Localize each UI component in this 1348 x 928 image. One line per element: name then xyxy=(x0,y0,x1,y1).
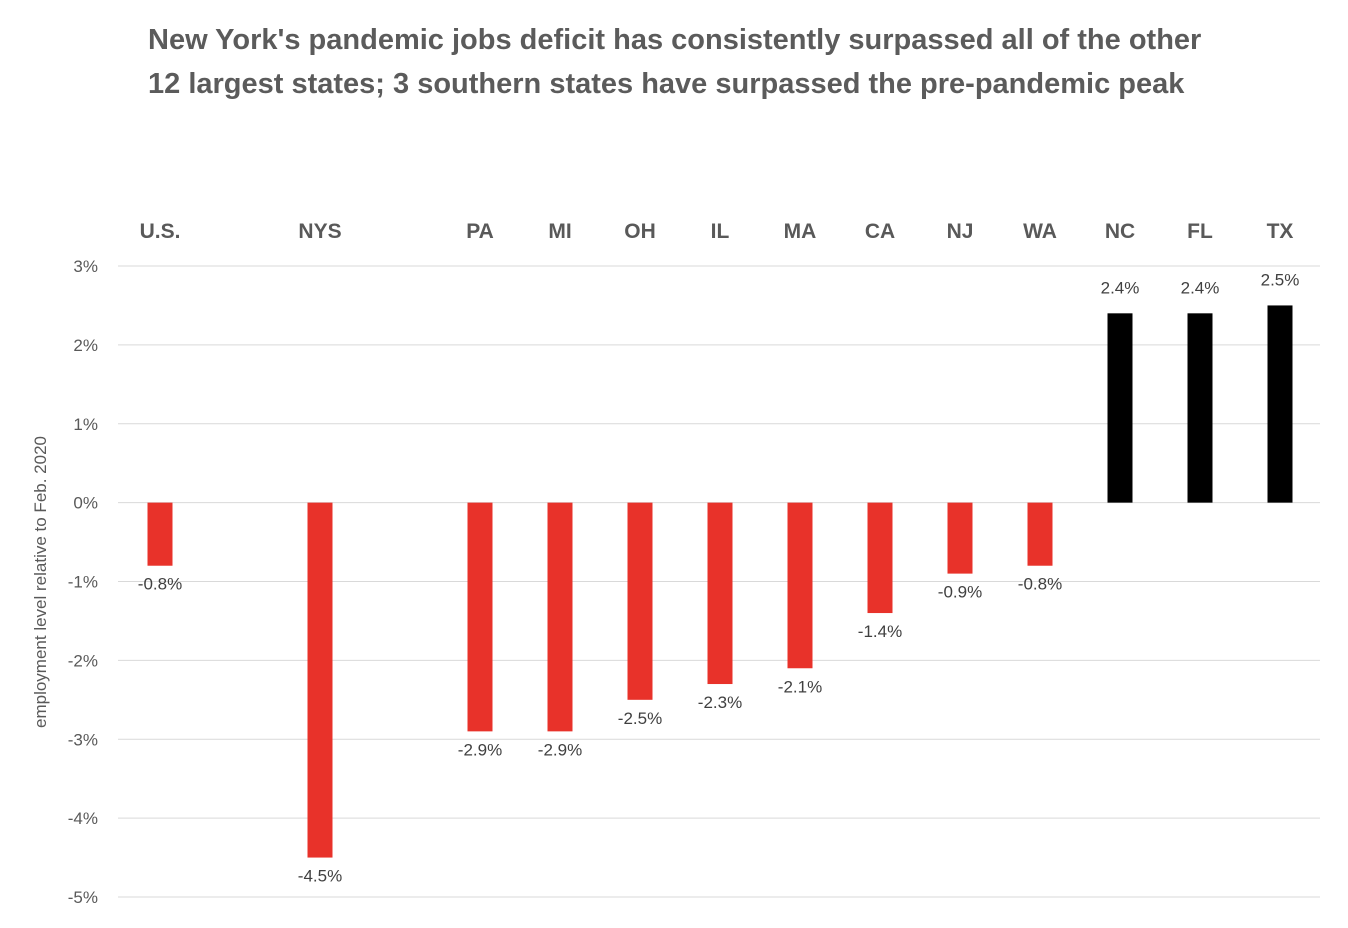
category-label: CA xyxy=(865,220,895,243)
data-label: 2.4% xyxy=(1101,278,1140,297)
y-tick-label: -3% xyxy=(68,730,98,749)
category-label: MI xyxy=(548,220,571,243)
category-label: IL xyxy=(711,220,730,243)
y-tick-label: 3% xyxy=(73,257,98,276)
y-tick-label: -1% xyxy=(68,573,98,592)
data-label: -0.8% xyxy=(138,575,182,594)
data-labels: -0.8% -4.5% -2.9% -2.9% -2.5% -2.3% -2.1% -1.4%… xyxy=(138,270,1300,885)
category-label: NJ xyxy=(947,220,974,243)
bar-pa xyxy=(467,502,493,732)
data-label: -1.4% xyxy=(858,622,902,641)
data-label: -0.8% xyxy=(1018,575,1062,594)
category-label: WA xyxy=(1023,220,1057,243)
bar-fl xyxy=(1187,313,1213,503)
category-labels: U.S. NYS PA MI OH IL MA CA NJ WA NC FL TX xyxy=(140,220,1294,243)
bars xyxy=(147,305,1293,858)
data-label: -2.1% xyxy=(778,677,822,696)
data-label: -0.9% xyxy=(938,583,982,602)
bar-tx xyxy=(1267,305,1293,503)
y-tick-label: 2% xyxy=(73,336,98,355)
category-label: U.S. xyxy=(140,220,181,243)
category-label: FL xyxy=(1187,220,1213,243)
bar-nys xyxy=(307,502,333,858)
category-label: PA xyxy=(466,220,494,243)
data-label: -2.9% xyxy=(458,740,502,759)
data-label: -2.3% xyxy=(698,693,742,712)
bar-us xyxy=(147,502,173,566)
data-label: 2.4% xyxy=(1181,278,1220,297)
category-label: OH xyxy=(624,220,656,243)
data-label: -4.5% xyxy=(298,867,342,886)
chart-title: New York's pandemic jobs deficit has con… xyxy=(148,24,1202,100)
category-label: TX xyxy=(1267,220,1294,243)
y-tick-label: -2% xyxy=(68,651,98,670)
y-axis-ticks: 3% 2% 1% 0% -1% -2% -3% -4% -5% xyxy=(68,257,98,907)
category-label: NC xyxy=(1105,220,1135,243)
y-axis-label: employment level relative to Feb. 2020 xyxy=(31,436,50,728)
data-label: 2.5% xyxy=(1261,270,1300,289)
y-tick-label: 1% xyxy=(73,415,98,434)
data-label: -2.9% xyxy=(538,740,582,759)
bar-nj xyxy=(947,502,973,574)
bar-il xyxy=(707,502,733,685)
data-label: -2.5% xyxy=(618,709,662,728)
bar-ca xyxy=(867,502,893,614)
y-tick-label: -5% xyxy=(68,888,98,907)
bar-wa xyxy=(1027,502,1053,566)
y-tick-label: 0% xyxy=(73,494,98,513)
bar-mi xyxy=(547,502,573,732)
category-label: NYS xyxy=(298,220,341,243)
y-tick-label: -4% xyxy=(68,809,98,828)
bar-ma xyxy=(787,502,813,669)
bar-oh xyxy=(627,502,653,700)
category-label: MA xyxy=(784,220,817,243)
bar-nc xyxy=(1107,313,1133,503)
